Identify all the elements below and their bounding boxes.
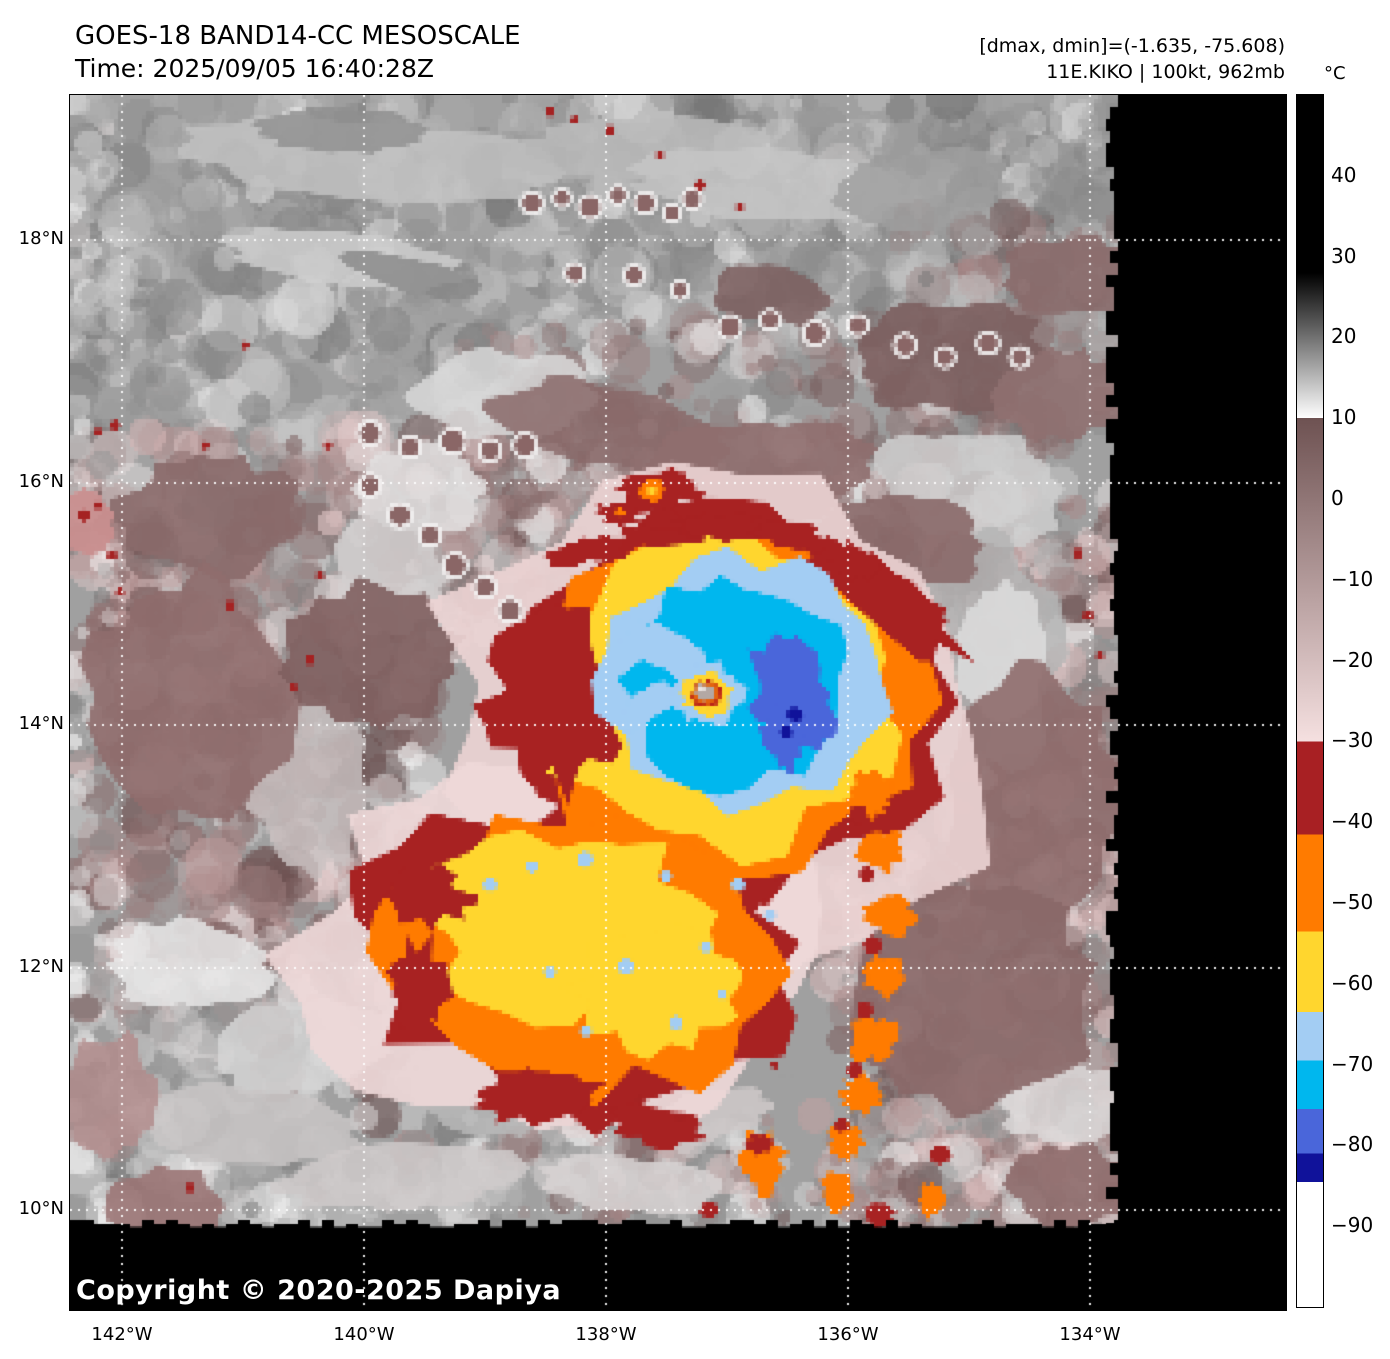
lon-tick-label: 140°W [333,1324,395,1345]
colorbar-tick-label: 0 [1331,486,1344,510]
colorbar-tick-label: −80 [1331,1132,1374,1157]
temperature-colorbar [1296,94,1324,1308]
map-panel: Copyright © 2020-2025 Dapiya [69,94,1287,1311]
copyright-label: Copyright © 2020-2025 Dapiya [76,1275,562,1306]
colorbar-tick-label: 40 [1331,162,1357,187]
colorbar-tick-label: −20 [1331,647,1374,672]
colorbar-tick-label: −10 [1331,566,1374,591]
lat-tick-label: 18°N [18,228,64,249]
lat-tick-label: 10°N [18,1198,64,1219]
colorbar-tick-label: −70 [1331,1051,1374,1076]
colorbar-tick-label: 10 [1331,405,1357,430]
storm-info-label: 11E.KIKO | 100kt, 962mb [1046,61,1285,83]
colorbar-tick-label: 30 [1331,243,1357,268]
timestamp-label: Time: 2025/09/05 16:40:28Z [75,54,434,83]
page-title: GOES-18 BAND14-CC MESOSCALE [75,21,521,51]
lon-tick-label: 134°W [1059,1324,1121,1345]
colorbar-tick-label: −90 [1331,1213,1374,1238]
lon-tick-label: 142°W [91,1324,153,1345]
dmax-dmin-label: [dmax, dmin]=(-1.635, -75.608) [979,35,1285,57]
lat-tick-label: 14°N [18,713,64,734]
colorbar-tick-label: 20 [1331,324,1357,349]
lat-tick-label: 12°N [18,956,64,977]
colorbar-tick-label: −40 [1331,809,1374,834]
lon-tick-label: 136°W [817,1324,879,1345]
colorbar-tick-label: −30 [1331,728,1374,753]
colorbar-unit-label: °C [1324,63,1346,84]
lon-tick-label: 138°W [575,1324,637,1345]
header-right-info: [dmax, dmin]=(-1.635, -75.608) 11E.KIKO … [979,33,1285,85]
satellite-scene-canvas [70,95,1286,1310]
lat-tick-label: 16°N [18,471,64,492]
colorbar-tick-label: −60 [1331,970,1374,995]
colorbar-tick-label: −50 [1331,890,1374,914]
